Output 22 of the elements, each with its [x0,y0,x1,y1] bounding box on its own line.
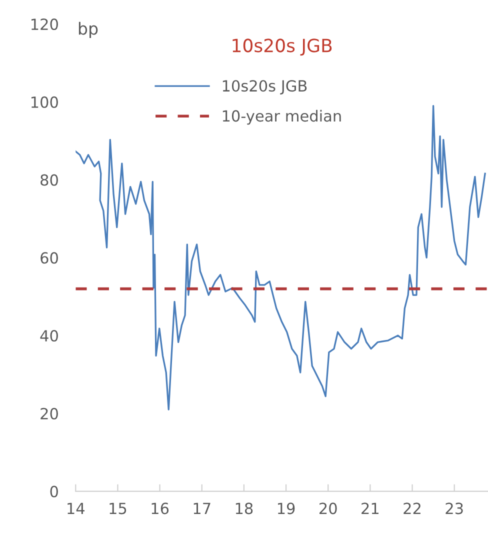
y-axis-title: bp [78,22,98,38]
y-tick-label: 120 [31,18,58,30]
x-tick-label: 17 [194,502,210,514]
x-tick-label: 20 [320,502,337,514]
x-tick-label: 21 [362,502,378,514]
x-tick-label: 14 [68,502,85,514]
x-tick-label: 16 [152,502,169,514]
x-tick-label: 15 [110,502,126,514]
text: 10s20s JGB [232,38,332,56]
y-tick-label: 60 [40,252,58,264]
y-tick-label: 40 [40,330,58,342]
x-tick-label: 19 [278,502,295,514]
y-tick-label: 100 [31,96,58,108]
x-tick-label: 23 [446,502,463,514]
x-tick-label: 22 [404,502,420,514]
legend-label: 10s20s JGB [222,80,307,94]
line-series [76,104,486,410]
y-tick-label: 80 [40,174,58,186]
legend-label: 10-year median [222,110,341,125]
y-tick-label: 0 [50,486,58,498]
x-tick-label: 18 [236,502,253,514]
y-tick-label: 20 [40,408,58,420]
